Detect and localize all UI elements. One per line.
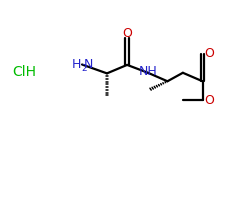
- Text: O: O: [122, 27, 132, 40]
- Text: 2: 2: [82, 64, 87, 73]
- Text: NH: NH: [139, 65, 158, 78]
- Text: O: O: [204, 47, 214, 60]
- Text: ClH: ClH: [12, 65, 36, 79]
- Text: N: N: [84, 58, 93, 71]
- Text: H: H: [72, 58, 81, 71]
- Text: O: O: [204, 94, 214, 106]
